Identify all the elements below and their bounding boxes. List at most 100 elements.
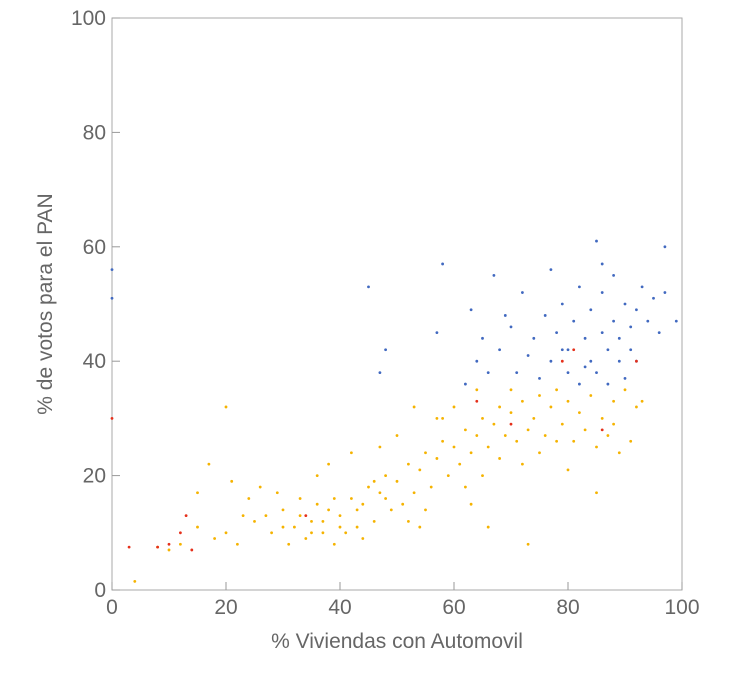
point	[629, 348, 633, 352]
point	[572, 319, 576, 323]
point	[606, 434, 610, 437]
point	[196, 525, 199, 529]
point	[287, 542, 291, 546]
point	[384, 497, 387, 500]
point	[310, 531, 313, 535]
point	[572, 439, 576, 443]
point	[395, 479, 399, 483]
point	[526, 542, 530, 546]
point	[407, 462, 410, 466]
point	[435, 331, 439, 334]
point	[560, 422, 564, 426]
point	[521, 399, 524, 403]
point	[332, 542, 336, 546]
point	[674, 319, 678, 323]
point	[230, 479, 234, 483]
point	[578, 411, 581, 415]
point	[555, 388, 558, 392]
point	[452, 445, 456, 449]
point	[167, 542, 171, 546]
point	[600, 428, 604, 432]
point	[635, 359, 638, 363]
point	[475, 359, 479, 363]
point	[327, 462, 330, 466]
point	[486, 371, 490, 375]
x-tick-label: 20	[214, 596, 237, 619]
point	[566, 348, 570, 352]
point	[578, 285, 581, 289]
point	[196, 491, 199, 495]
point	[355, 525, 359, 529]
point	[355, 508, 359, 512]
point	[378, 445, 382, 449]
point	[600, 417, 604, 420]
point	[498, 348, 501, 352]
point	[412, 491, 416, 495]
point	[338, 514, 342, 518]
point	[258, 485, 262, 489]
point	[640, 399, 644, 403]
point	[486, 525, 490, 529]
point	[133, 580, 137, 583]
point	[327, 508, 330, 512]
x-axis-title: % Viviendas con Automovil	[271, 630, 523, 653]
point	[583, 365, 587, 369]
point	[600, 331, 604, 334]
point	[179, 542, 182, 546]
point	[623, 376, 627, 380]
y-tick-label: 0	[94, 579, 106, 602]
point	[629, 325, 633, 329]
point	[110, 268, 114, 272]
point	[384, 474, 387, 477]
point	[446, 474, 450, 477]
point	[526, 354, 530, 357]
point	[412, 405, 416, 409]
plot-frame	[111, 17, 683, 591]
point	[310, 519, 313, 523]
point	[509, 325, 513, 329]
point	[315, 502, 319, 506]
point	[384, 348, 387, 352]
point	[560, 302, 564, 306]
point	[281, 525, 285, 529]
point	[549, 268, 553, 272]
point	[475, 399, 479, 403]
point	[481, 417, 484, 420]
point	[213, 537, 217, 540]
point	[566, 399, 570, 403]
point	[127, 545, 131, 549]
point	[464, 485, 467, 489]
point	[253, 519, 256, 523]
point	[572, 348, 576, 352]
point	[612, 274, 615, 277]
point	[179, 531, 182, 535]
point	[452, 405, 456, 409]
point	[635, 405, 638, 409]
point	[224, 405, 228, 409]
y-tick-label: 60	[83, 236, 106, 259]
point	[321, 531, 325, 535]
point	[190, 548, 194, 552]
point	[503, 314, 507, 317]
point	[560, 348, 564, 352]
point	[612, 422, 615, 426]
point	[635, 308, 638, 312]
point	[361, 502, 365, 506]
point	[264, 514, 268, 518]
point	[663, 245, 667, 249]
point	[566, 468, 570, 472]
point	[378, 491, 382, 495]
point	[110, 296, 114, 300]
point	[538, 376, 541, 380]
x-tick-label: 100	[664, 596, 699, 619]
point	[372, 479, 376, 483]
point	[612, 319, 615, 323]
point	[469, 502, 473, 506]
point	[578, 382, 581, 386]
point	[612, 399, 615, 403]
point	[583, 428, 587, 432]
x-tick-label: 0	[106, 596, 118, 619]
point	[475, 388, 479, 392]
point	[156, 545, 160, 549]
y-tick-label: 40	[83, 350, 106, 373]
